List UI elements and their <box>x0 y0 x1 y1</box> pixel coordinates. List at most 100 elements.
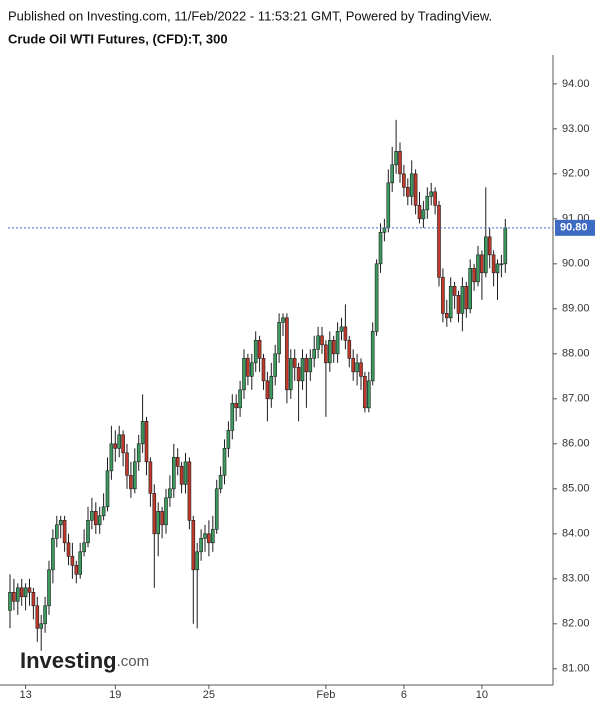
candle-body <box>339 326 344 332</box>
candle-body <box>366 380 371 409</box>
candle-body <box>300 358 305 382</box>
candle-body <box>359 362 363 377</box>
candle-body <box>66 542 71 557</box>
candle-body <box>121 434 125 454</box>
candle-body <box>82 542 86 553</box>
candle-body <box>97 515 102 526</box>
candle-body <box>214 488 219 530</box>
candle-body <box>226 430 231 449</box>
candle-body <box>390 164 395 184</box>
candle-body <box>238 389 242 409</box>
candle-body <box>402 173 406 188</box>
candle-body <box>140 421 145 445</box>
candle-body <box>8 592 12 611</box>
candle-body <box>148 461 153 494</box>
candle-body <box>433 191 437 206</box>
candle-body <box>168 488 172 499</box>
candle-body <box>363 376 367 409</box>
x-tick-label: Feb <box>316 689 335 701</box>
candle-body <box>288 358 293 391</box>
y-tick-label: 86.00 <box>562 438 590 450</box>
y-tick-label: 94.00 <box>562 78 590 90</box>
candle-body <box>476 254 480 283</box>
y-tick-label: 82.00 <box>562 618 590 630</box>
candle-body <box>491 254 496 274</box>
candle-body <box>277 322 281 355</box>
candle-body <box>285 317 289 391</box>
candle-body <box>464 286 469 310</box>
candle-body <box>19 587 24 598</box>
candle-body <box>441 277 445 314</box>
candle-body <box>172 457 176 490</box>
candle-body <box>58 520 63 526</box>
candle-body <box>405 187 410 197</box>
candle-body <box>246 358 250 377</box>
candle-body <box>460 286 465 314</box>
candle-body <box>425 196 430 211</box>
y-tick-label: 83.00 <box>562 573 590 585</box>
candle-body <box>35 605 40 629</box>
candle-body <box>281 317 285 323</box>
candle-body <box>250 362 254 377</box>
candle-body <box>27 587 32 593</box>
y-tick-label: 87.00 <box>562 393 590 405</box>
candle-body <box>230 403 235 431</box>
candle-body <box>437 205 441 278</box>
candle-body <box>70 556 75 566</box>
candle-body <box>327 340 332 364</box>
y-tick-label: 84.00 <box>562 528 590 540</box>
candle-body <box>265 380 270 400</box>
candle-body <box>444 313 449 319</box>
last-price-label: 90.80 <box>560 222 588 234</box>
candle-body <box>15 587 20 602</box>
candle-body <box>331 340 336 355</box>
candle-body <box>480 254 484 274</box>
candle-body <box>31 592 36 607</box>
candle-body <box>12 592 16 602</box>
candle-body <box>39 623 44 629</box>
candle-body <box>452 286 457 296</box>
candle-body <box>78 551 82 575</box>
candle-body <box>113 443 118 449</box>
candle-body <box>468 268 473 310</box>
watermark-suffix: .com <box>117 653 150 670</box>
candle-body <box>207 533 211 544</box>
candle-body <box>273 353 278 377</box>
candle-body <box>51 538 55 571</box>
candle-body <box>129 475 133 490</box>
y-tick-label: 88.00 <box>562 348 590 360</box>
candle-body <box>253 340 258 364</box>
candle-body <box>203 533 207 539</box>
candle-body <box>456 295 461 314</box>
y-tick-label: 92.00 <box>562 168 590 180</box>
candle-body <box>347 340 352 359</box>
y-tick-label: 89.00 <box>562 303 590 315</box>
candle-body <box>308 358 313 373</box>
candle-body <box>54 524 59 539</box>
candle-body <box>74 565 79 575</box>
candle-body <box>409 173 414 197</box>
candle-body <box>90 511 94 521</box>
candle-body <box>109 443 114 472</box>
candle-body <box>211 529 215 544</box>
candle-body <box>179 466 184 485</box>
candle-body <box>62 520 67 544</box>
candle-body <box>191 520 196 571</box>
candle-body <box>269 376 274 400</box>
candle-body <box>125 452 129 476</box>
candle-body <box>257 340 262 359</box>
watermark: Investing.com <box>20 648 149 673</box>
candle-body <box>312 349 317 359</box>
candle-body <box>324 344 328 364</box>
y-tick-label: 90.00 <box>562 258 590 270</box>
candle-body <box>133 461 137 490</box>
candle-body <box>234 403 238 409</box>
candle-body <box>487 236 492 256</box>
candle-body <box>351 358 356 373</box>
candle-body <box>296 367 301 382</box>
candle-body <box>94 511 98 526</box>
candle-body <box>374 263 379 332</box>
y-tick-label: 93.00 <box>562 123 590 135</box>
